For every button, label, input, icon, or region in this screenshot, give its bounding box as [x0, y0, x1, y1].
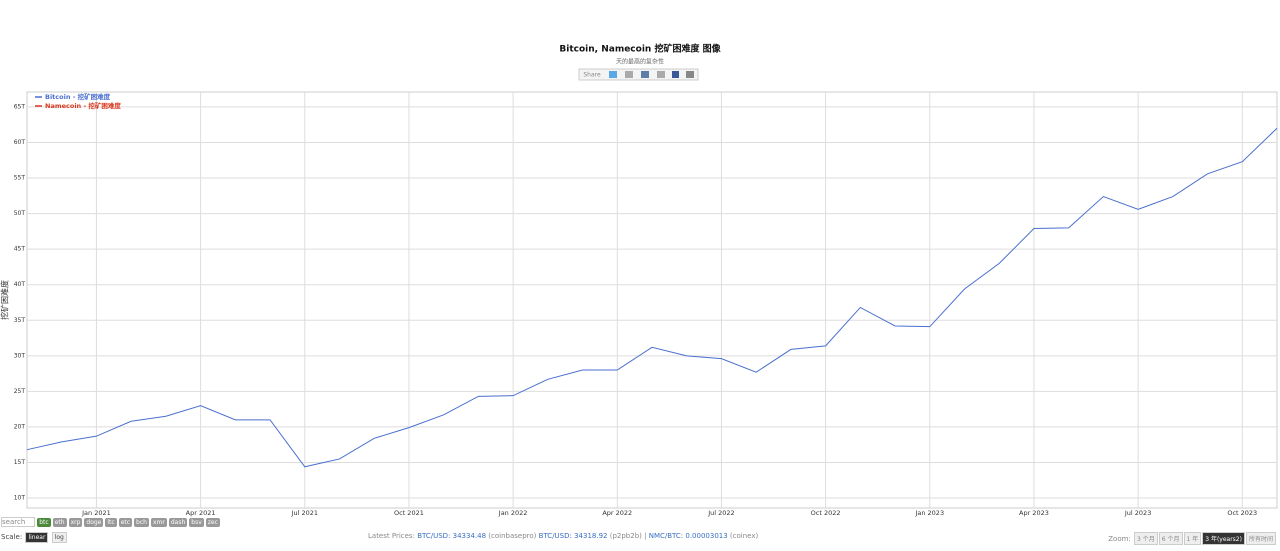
price-link[interactable]: BTC/USD: 34334.48	[417, 532, 487, 540]
coin-button[interactable]: btc	[37, 518, 51, 527]
x-tick-label: Apr 2022	[602, 509, 632, 517]
scale-linear[interactable]: linear	[25, 532, 49, 543]
scale-row: Scale: linear log	[1, 532, 67, 543]
y-tick-label: 50T	[14, 210, 26, 217]
x-tick-label: Jan 2021	[81, 509, 111, 517]
x-tick-label: Apr 2023	[1019, 509, 1049, 517]
x-tick-label: Jul 2022	[707, 509, 734, 517]
y-tick-label: 25T	[14, 388, 26, 395]
x-tick-label: Jan 2022	[498, 509, 528, 517]
y-tick-label: 40T	[14, 281, 26, 288]
coin-button[interactable]: eth	[52, 518, 67, 527]
y-tick-label: 15T	[14, 459, 26, 466]
coin-button[interactable]: xmr	[150, 518, 167, 527]
coin-button[interactable]: ltc	[105, 518, 117, 527]
x-tick-label: Oct 2023	[1227, 509, 1257, 517]
coin-button[interactable]: zec	[205, 518, 220, 527]
y-tick-label: 30T	[14, 352, 26, 359]
zoom-button[interactable]: 1 年	[1183, 532, 1202, 545]
twitter-icon[interactable]	[609, 71, 617, 78]
chart-title: Bitcoin, Namecoin 挖矿困难度 图像	[559, 43, 721, 55]
share-bar	[578, 68, 699, 81]
y-tick-label: 55T	[14, 175, 26, 182]
price-source: (p2pb2b)	[609, 532, 642, 540]
x-tick-label: Oct 2021	[394, 509, 424, 517]
price-link[interactable]: NMC/BTC: 0.00003013	[648, 532, 728, 540]
reddit-icon[interactable]	[625, 71, 633, 78]
coin-button[interactable]: etc	[118, 518, 133, 527]
price-link[interactable]: BTC/USD: 34318.92	[538, 532, 608, 540]
zoom-button[interactable]: 所有时间	[1245, 532, 1276, 545]
chart-subtitle: 天的最高的复杂性	[616, 58, 664, 66]
search-row: search btc eth xrp doge ltc etc bch xmr dash bsv z…	[1, 517, 222, 527]
coin-button[interactable]: bch	[134, 518, 149, 527]
x-tick-label: Jul 2021	[291, 509, 318, 517]
x-tick-label: Jan 2023	[914, 509, 944, 517]
zoom-button[interactable]: 6 个月	[1158, 532, 1183, 545]
zoom-button[interactable]: 3 个月	[1134, 532, 1158, 545]
y-tick-label: 65T	[14, 103, 26, 110]
vk-icon[interactable]	[641, 71, 649, 78]
y-tick-label: 45T	[14, 246, 26, 253]
x-tick-label: Apr 2021	[186, 509, 216, 517]
scale-log[interactable]: log	[51, 532, 67, 543]
y-tick-label: 20T	[14, 423, 26, 430]
search-box[interactable]: search	[1, 517, 35, 527]
zoom-button[interactable]: 3 年(years2)	[1202, 532, 1245, 545]
separator: |	[644, 532, 647, 540]
prices-label: Latest Prices:	[368, 532, 415, 540]
share-label[interactable]: Share	[583, 72, 601, 79]
coin-buttons: btc eth xrp doge ltc etc bch xmr dash bsv zec	[37, 518, 222, 527]
y-tick-label: 10T	[14, 495, 26, 502]
like-icon[interactable]	[657, 71, 665, 78]
facebook-icon[interactable]	[672, 71, 679, 78]
legend-label: Bitcoin - 挖矿困难度	[45, 92, 111, 101]
scale-label: Scale:	[1, 533, 23, 541]
x-tick-label: Oct 2022	[811, 509, 841, 517]
coin-button[interactable]: doge	[84, 518, 104, 527]
price-source: (coinbasepro)	[488, 532, 537, 540]
y-tick-label: 35T	[14, 317, 26, 324]
coin-button[interactable]: dash	[168, 518, 188, 527]
y-tick-label: 60T	[14, 139, 26, 146]
zoom-label: Zoom:	[1108, 535, 1131, 543]
plot-area	[26, 91, 1278, 509]
coin-button[interactable]: xrp	[68, 518, 83, 527]
y-axis-label: 挖矿困难度	[0, 280, 10, 320]
coin-button[interactable]: bsv	[189, 518, 204, 527]
series-line	[26, 127, 1278, 468]
latest-prices: Latest Prices: BTC/USD: 34334.48 (coinba…	[368, 532, 758, 540]
legend-label: Namecoin - 挖矿困难度	[45, 101, 121, 110]
weibo-icon[interactable]	[686, 71, 694, 78]
x-tick-label: Jul 2023	[1124, 509, 1151, 517]
price-source: (coinex)	[729, 532, 759, 540]
